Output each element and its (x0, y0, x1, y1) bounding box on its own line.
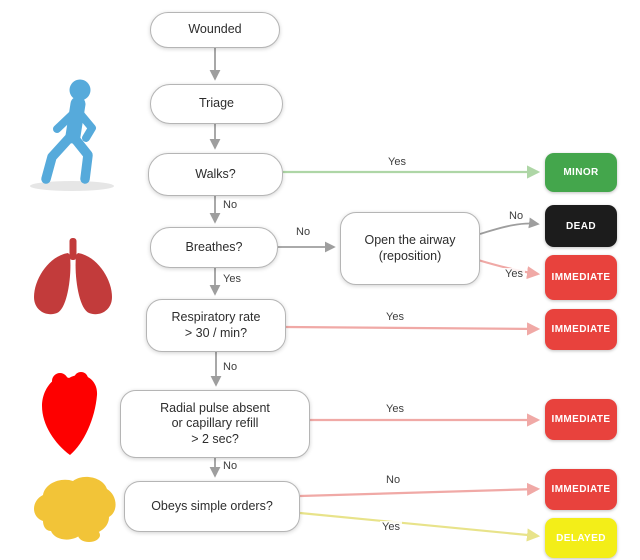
tag-immediate-3: IMMEDIATE (545, 399, 617, 440)
tag-immediate-1: IMMEDIATE (545, 255, 617, 300)
tag-dead: DEAD (545, 205, 617, 247)
node-open-airway: Open the airway (reposition) (340, 212, 480, 285)
tag-immediate-2: IMMEDIATE (545, 309, 617, 350)
node-walks: Walks? (148, 153, 283, 196)
tag-immediate-2-label: IMMEDIATE (551, 324, 611, 335)
heart-icon (42, 372, 98, 455)
node-open-airway-line2: (reposition) (378, 248, 442, 263)
node-walks-label: Walks? (195, 166, 236, 181)
edge-label-airway-no: No (507, 210, 526, 223)
edge-label-breathes-yes: Yes (221, 273, 243, 286)
node-perfusion: Radial pulse absent or capillary refill … (120, 390, 310, 458)
tag-immediate-4-label: IMMEDIATE (551, 484, 611, 495)
brain-icon (34, 476, 116, 542)
tag-immediate-3-label: IMMEDIATE (551, 414, 611, 425)
node-perfusion-line3: > 2 sec? (191, 431, 239, 446)
edge-label-mental-no: No (384, 474, 403, 487)
node-wounded: Wounded (150, 12, 280, 48)
edge-label-breathes-no: No (294, 226, 313, 239)
node-perfusion-line1: Radial pulse absent (160, 400, 270, 415)
node-mental-status-label: Obeys simple orders? (151, 498, 273, 513)
edge-label-mental-yes: Yes (380, 521, 402, 534)
edge-label-resp-yes: Yes (384, 311, 406, 324)
node-perfusion-line2: or capillary refill (171, 416, 259, 431)
node-respiratory-rate: Respiratory rate > 30 / min? (146, 299, 286, 352)
edge-label-airway-yes: Yes (503, 268, 525, 281)
node-respiratory-rate-line1: Respiratory rate (171, 309, 261, 324)
tag-delayed-label: DELAYED (556, 532, 606, 544)
tag-minor-label: MINOR (563, 167, 599, 178)
walking-person-icon (30, 79, 114, 191)
tag-immediate-4: IMMEDIATE (545, 469, 617, 510)
node-respiratory-rate-line2: > 30 / min? (184, 325, 248, 340)
node-breathes-label: Breathes? (185, 239, 243, 254)
lungs-icon (34, 238, 112, 315)
node-wounded-label: Wounded (188, 22, 242, 37)
edge-label-resp-no: No (221, 361, 240, 374)
tag-dead-label: DEAD (566, 220, 596, 232)
edge-label-perfusion-yes: Yes (384, 403, 406, 416)
node-breathes: Breathes? (150, 227, 278, 268)
node-triage: Triage (150, 84, 283, 124)
tag-immediate-1-label: IMMEDIATE (551, 272, 611, 283)
node-open-airway-line1: Open the airway (364, 232, 456, 247)
edge-label-walks-no: No (221, 199, 240, 212)
node-mental-status: Obeys simple orders? (124, 481, 300, 532)
tag-delayed: DELAYED (545, 518, 617, 558)
node-triage-label: Triage (199, 96, 234, 111)
edge-label-walks-yes: Yes (386, 156, 408, 169)
edge-label-perfusion-no: No (221, 460, 240, 473)
tag-minor: MINOR (545, 153, 617, 192)
